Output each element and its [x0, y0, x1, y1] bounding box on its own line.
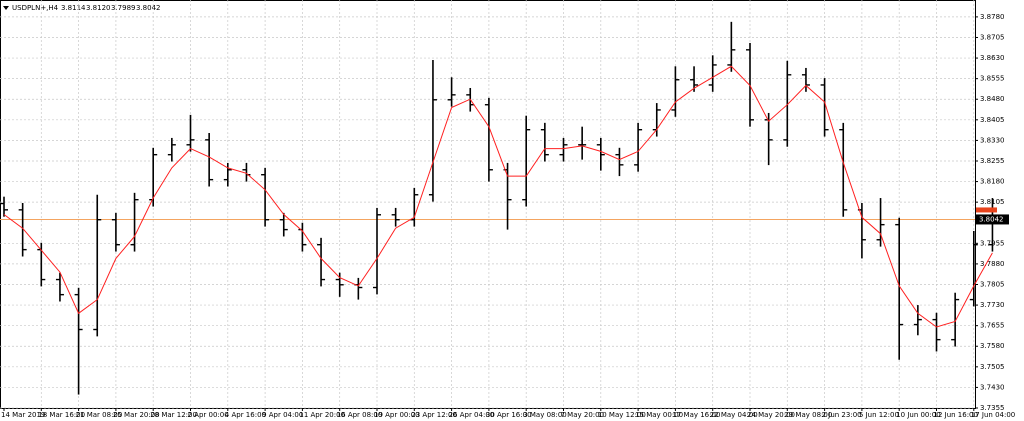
x-tick-label: 28 Mar 12:00 — [150, 411, 197, 419]
x-tick-label: 29 May 08:00 — [784, 411, 832, 419]
x-tick-label: 2 Jun 23:00 — [822, 411, 862, 419]
header-open: 3.8114 — [61, 4, 86, 12]
x-tick-label: 23 Apr 12:00 — [411, 411, 457, 419]
x-tick-label: 26 Apr 04:00 — [449, 411, 495, 419]
y-tick-label: 3.8780 — [980, 13, 1005, 21]
x-tick-label: 25 Mar 20:00 — [113, 411, 160, 419]
x-tick-label: 12 Jun 16:00 — [934, 411, 978, 419]
y-tick-label: 3.7805 — [980, 280, 1005, 288]
x-tick-label: 7 May 20:00 — [561, 411, 605, 419]
menu-triangle — [3, 6, 9, 10]
x-tick-label: 11 Apr 20:00 — [299, 411, 345, 419]
ask-marker — [976, 207, 997, 213]
y-tick-label: 3.7580 — [980, 342, 1005, 350]
x-tick-label: 10 May 12:00 — [598, 411, 646, 419]
header-low: 3.7989 — [111, 4, 136, 12]
current-price-box — [976, 214, 1009, 225]
y-tick-label: 3.8555 — [980, 75, 1005, 83]
x-tick-label: 30 Apr 16:00 — [486, 411, 532, 419]
moving-average — [3, 65, 993, 328]
y-tick-label: 3.8180 — [980, 178, 1005, 186]
x-tick-label: 5 Jun 12:00 — [859, 411, 899, 419]
y-tick-label: 3.8330 — [980, 136, 1005, 144]
x-tick-label: 3 May 08:00 — [523, 411, 567, 419]
y-tick-label: 3.7355 — [980, 404, 1005, 412]
x-tick-label: 24 May 20:00 — [747, 411, 795, 419]
x-tick-label: 17 May 16:00 — [672, 411, 720, 419]
y-tick-label: 3.8480 — [980, 95, 1005, 103]
plot-frame — [0, 0, 976, 409]
x-tick-label: 19 Apr 00:00 — [374, 411, 420, 419]
y-tick-label: 3.8405 — [980, 116, 1005, 124]
current-price-label: 3.8042 — [979, 215, 1004, 223]
y-tick-label: 3.7505 — [980, 363, 1005, 371]
x-tick-label: 17 Jun 04:00 — [971, 411, 1015, 419]
y-tick-label: 3.7655 — [980, 322, 1005, 330]
header-close: 3.8042 — [136, 4, 161, 12]
x-tick-label: 16 Apr 08:00 — [337, 411, 383, 419]
y-tick-label: 3.8705 — [980, 33, 1005, 41]
y-tick-label: 3.7880 — [980, 260, 1005, 268]
x-tick-label: 22 May 04:00 — [710, 411, 758, 419]
x-tick-label: 18 Mar 16:00 — [38, 411, 85, 419]
y-tick-label: 3.8630 — [980, 54, 1005, 62]
x-tick-label: 4 Apr 16:00 — [225, 411, 266, 419]
y-tick-label: 3.8255 — [980, 157, 1005, 165]
x-tick-label: 21 Mar 08:00 — [76, 411, 123, 419]
symbol: USDPLN+,H4 — [12, 4, 59, 12]
y-tick-label: 3.7430 — [980, 383, 1005, 391]
y-tick-label: 3.7730 — [980, 301, 1005, 309]
x-tick-label: 2 Apr 00:00 — [188, 411, 229, 419]
header-high: 3.8120 — [86, 4, 111, 12]
x-tick-label: 9 Apr 04:00 — [262, 411, 303, 419]
x-tick-label: 15 May 00:00 — [635, 411, 683, 419]
x-tick-label: 14 Mar 2019 — [1, 411, 45, 419]
x-tick-label: 10 Jun 00:00 — [896, 411, 940, 419]
